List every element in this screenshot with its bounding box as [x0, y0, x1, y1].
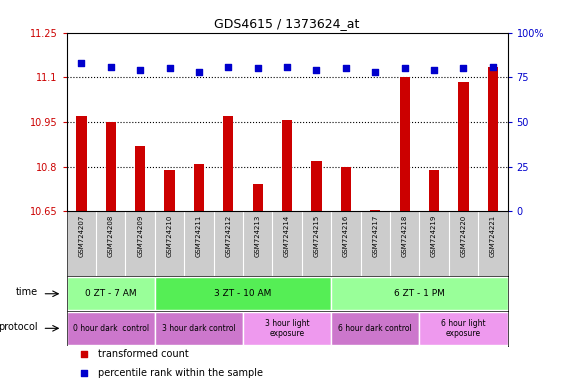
Text: GSM724216: GSM724216	[343, 214, 349, 257]
Bar	[155, 277, 331, 310]
Text: 6 ZT - 1 PM: 6 ZT - 1 PM	[394, 289, 445, 298]
Text: GSM724213: GSM724213	[255, 214, 261, 257]
Point	[371, 69, 380, 75]
Text: 0 hour dark  control: 0 hour dark control	[72, 324, 149, 333]
Bar	[370, 210, 380, 211]
Point	[194, 69, 204, 75]
Text: GSM724217: GSM724217	[372, 214, 378, 257]
Point	[79, 370, 89, 376]
Text: GSM724219: GSM724219	[431, 214, 437, 257]
Bar	[223, 116, 234, 211]
Text: 6 hour dark control: 6 hour dark control	[338, 324, 412, 333]
Bar	[164, 170, 175, 211]
Bar	[252, 184, 263, 211]
Text: GSM724218: GSM724218	[401, 214, 408, 257]
Bar	[311, 161, 322, 211]
Bar	[243, 312, 331, 345]
Bar	[67, 312, 155, 345]
Point	[165, 65, 174, 71]
Text: protocol: protocol	[0, 321, 38, 332]
Bar	[340, 167, 351, 211]
Bar	[135, 146, 146, 211]
Text: time: time	[16, 287, 38, 297]
Text: GSM724221: GSM724221	[490, 214, 496, 257]
Point	[136, 67, 145, 73]
Point	[459, 65, 468, 71]
Point	[253, 65, 262, 71]
Bar	[429, 170, 439, 211]
Text: GSM724208: GSM724208	[108, 214, 114, 257]
Text: GSM724207: GSM724207	[78, 214, 85, 257]
Bar	[155, 312, 243, 345]
Text: 6 hour light
exposure: 6 hour light exposure	[441, 319, 485, 338]
Bar	[488, 67, 498, 211]
Text: 3 ZT - 10 AM: 3 ZT - 10 AM	[215, 289, 271, 298]
Text: GSM724209: GSM724209	[137, 214, 143, 257]
Point	[429, 67, 438, 73]
Text: GSM724210: GSM724210	[166, 214, 173, 257]
Bar	[282, 121, 292, 211]
Point	[400, 65, 409, 71]
Text: GSM724212: GSM724212	[225, 214, 231, 257]
Text: 3 hour light
exposure: 3 hour light exposure	[265, 319, 309, 338]
Bar	[106, 122, 116, 211]
Text: GSM724214: GSM724214	[284, 214, 290, 257]
Bar	[194, 164, 204, 211]
Text: GSM724211: GSM724211	[196, 214, 202, 257]
Bar	[458, 82, 469, 211]
Point	[282, 63, 292, 70]
Bar	[419, 312, 508, 345]
Point	[79, 351, 89, 357]
Title: GDS4615 / 1373624_at: GDS4615 / 1373624_at	[215, 17, 360, 30]
Point	[488, 63, 498, 70]
Text: GSM724215: GSM724215	[313, 214, 320, 257]
Bar	[76, 116, 86, 211]
Bar	[67, 277, 155, 310]
Point	[224, 63, 233, 70]
Bar	[400, 77, 410, 211]
Text: 0 ZT - 7 AM: 0 ZT - 7 AM	[85, 289, 137, 298]
Point	[106, 63, 115, 70]
Point	[312, 67, 321, 73]
Text: 3 hour dark control: 3 hour dark control	[162, 324, 236, 333]
Text: percentile rank within the sample: percentile rank within the sample	[97, 368, 263, 378]
Point	[77, 60, 86, 66]
Text: transformed count: transformed count	[97, 349, 188, 359]
Point	[341, 65, 350, 71]
Bar	[331, 312, 419, 345]
Bar	[331, 277, 508, 310]
Text: GSM724220: GSM724220	[461, 214, 466, 257]
